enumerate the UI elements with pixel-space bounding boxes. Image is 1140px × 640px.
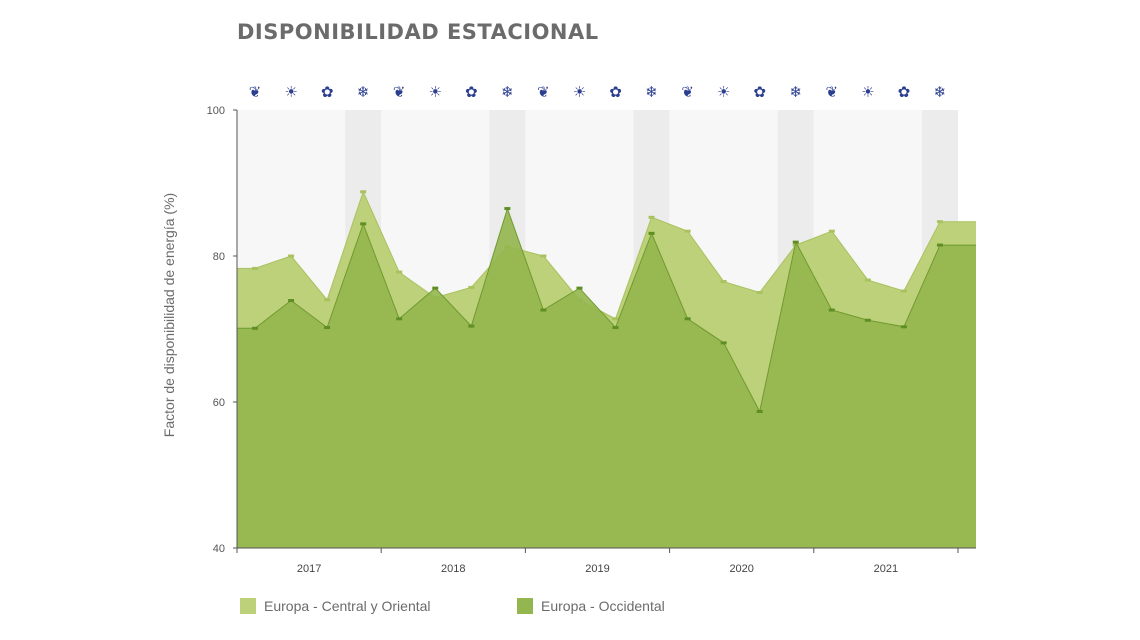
- sun-icon: ☀: [717, 83, 730, 101]
- leaf-icon: ❦: [681, 83, 694, 101]
- legend-swatch: [240, 598, 256, 614]
- series-areas: [237, 190, 976, 549]
- data-point: [864, 278, 871, 282]
- legend-swatch: [517, 598, 533, 614]
- maple-leaf-icon: ✿: [898, 83, 911, 101]
- series-area-1: [237, 208, 976, 548]
- data-point: [828, 229, 835, 233]
- legend-item-central-oriental: Europa - Central y Oriental: [240, 596, 431, 616]
- y-tick-label: 40: [213, 543, 225, 555]
- x-tick-label: 2018: [441, 563, 465, 575]
- data-point: [936, 243, 943, 247]
- leaf-icon: ❦: [249, 83, 262, 101]
- data-point: [540, 254, 547, 258]
- snowflake-icon: ❄: [789, 83, 802, 101]
- data-point: [864, 318, 871, 322]
- data-point: [720, 280, 727, 284]
- snowflake-icon: ❄: [645, 83, 658, 101]
- x-tick-label: 2020: [729, 563, 753, 575]
- sun-icon: ☀: [429, 83, 442, 101]
- data-point: [792, 240, 799, 244]
- leaf-icon: ❦: [393, 83, 406, 101]
- data-point: [360, 222, 367, 226]
- leaf-icon: ❦: [826, 83, 839, 101]
- x-tick-label: 2019: [585, 563, 609, 575]
- y-axis-label: Factor de disponibilidad de energía (%): [161, 193, 177, 437]
- leaf-icon: ❦: [537, 83, 550, 101]
- data-point: [396, 270, 403, 274]
- y-tick-label: 100: [207, 105, 225, 117]
- x-tick-label: 2021: [874, 563, 898, 575]
- maple-leaf-icon: ✿: [321, 83, 334, 101]
- data-point: [432, 286, 439, 290]
- axes: 40 60 80 100 2017 2018 2019 2020 2021: [207, 105, 976, 575]
- data-point: [252, 266, 259, 270]
- data-point: [288, 254, 295, 258]
- data-point: [612, 326, 619, 330]
- data-point: [648, 215, 655, 219]
- y-tick-label: 60: [213, 397, 225, 409]
- data-point: [900, 289, 907, 293]
- data-point: [252, 326, 259, 330]
- data-point: [684, 229, 691, 233]
- maple-leaf-icon: ✿: [753, 83, 766, 101]
- data-point: [540, 308, 547, 312]
- data-point: [288, 299, 295, 303]
- data-point: [360, 190, 367, 194]
- data-point: [828, 308, 835, 312]
- sun-icon: ☀: [284, 83, 297, 101]
- data-point: [468, 324, 475, 328]
- data-point: [756, 409, 763, 413]
- data-point: [396, 317, 403, 321]
- data-point: [468, 285, 475, 289]
- data-point: [612, 317, 619, 321]
- season-icons: ❦ ☀ ✿ ❄ ❦ ☀ ✿ ❄ ❦ ☀ ✿ ❄ ❦ ☀ ✿ ❄ ❦ ☀ ✿ ❄: [249, 83, 947, 101]
- data-point: [936, 220, 943, 224]
- data-point: [576, 286, 583, 290]
- data-point: [324, 326, 331, 330]
- maple-leaf-icon: ✿: [465, 83, 478, 101]
- legend-item-occidental: Europa - Occidental: [517, 596, 665, 616]
- data-point: [648, 231, 655, 235]
- maple-leaf-icon: ✿: [609, 83, 622, 101]
- data-point: [900, 325, 907, 329]
- data-point: [504, 207, 511, 211]
- sun-icon: ☀: [861, 83, 874, 101]
- data-point: [684, 317, 691, 321]
- x-tick-label: 2017: [297, 563, 321, 575]
- data-point: [324, 298, 331, 302]
- series-line-1: [237, 207, 976, 413]
- snowflake-icon: ❄: [357, 83, 370, 101]
- data-point: [720, 341, 727, 345]
- y-tick-label: 80: [213, 251, 225, 263]
- legend-label: Europa - Central y Oriental: [264, 598, 431, 614]
- chart-title: DISPONIBILIDAD ESTACIONAL: [237, 20, 599, 44]
- snowflake-icon: ❄: [934, 83, 947, 101]
- data-point: [756, 291, 763, 294]
- area-chart: 40 60 80 100 2017 2018 2019 2020 2021 ❦ ☀ ✿ ❄ ❦ ☀ ✿ ❄ ❦ ☀…: [161, 83, 976, 575]
- legend-label: Europa - Occidental: [541, 598, 665, 614]
- sun-icon: ☀: [573, 83, 586, 101]
- snowflake-icon: ❄: [501, 83, 514, 101]
